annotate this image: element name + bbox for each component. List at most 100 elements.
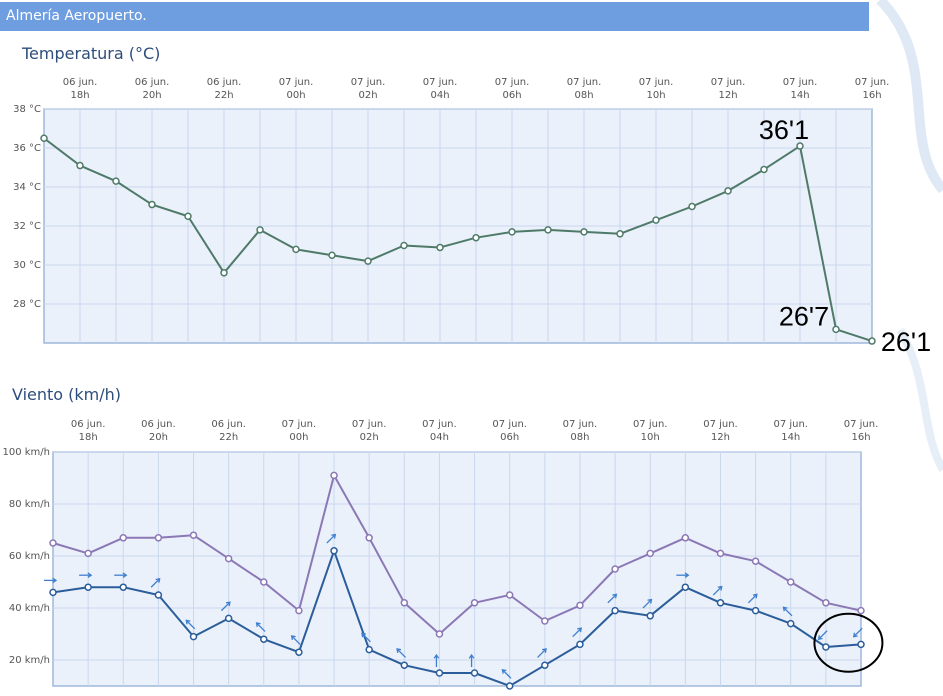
data-point [508, 228, 516, 236]
x-tick-hour: 16h [851, 432, 870, 443]
wind-arrow-head [361, 632, 366, 638]
x-tick-date: 07 jun. [495, 77, 530, 88]
wind-arrow-head [185, 619, 191, 625]
x-tick-hour: 12h [711, 432, 730, 443]
x-tick-hour: 12h [718, 90, 737, 101]
data-point [724, 187, 732, 195]
wind-arrow [185, 619, 196, 630]
data-point [541, 661, 549, 669]
data-point [611, 606, 619, 615]
wind-arrow [468, 653, 475, 667]
wind-arrow [114, 572, 128, 578]
wind-arrow-head [87, 572, 93, 578]
data-point [716, 599, 725, 607]
x-tick-date: 07 jun. [351, 77, 386, 88]
wind-arrow-shaft [185, 619, 196, 630]
wind-arrow [150, 577, 161, 588]
x-tick-date: 07 jun. [423, 77, 458, 88]
wind-arrow [747, 593, 758, 604]
data-point [292, 245, 300, 254]
wind-arrow-head [331, 533, 337, 539]
y-tick-label: 30 °C [13, 260, 41, 271]
x-tick-hour: 04h [430, 90, 449, 101]
data-point [436, 243, 444, 252]
wind-arrow-shaft [256, 622, 266, 632]
x-tick-hour: 08h [574, 90, 593, 101]
data-point [541, 617, 549, 625]
wind-arrow-head [225, 601, 231, 607]
data-point [796, 142, 804, 150]
data-point [112, 177, 120, 185]
wind-arrow-shaft [818, 630, 828, 640]
x-tick-hour: 14h [781, 432, 800, 443]
data-point [576, 640, 584, 649]
wind-arrow [220, 601, 231, 612]
wind-arrow-head [852, 632, 858, 638]
wind-arrow-shaft [501, 669, 512, 679]
x-tick-date: 07 jun. [563, 419, 598, 430]
wind-arrow-head [290, 635, 296, 641]
x-tick-date: 07 jun. [279, 77, 314, 88]
location-title-bar: Almería Aeropuerto. [0, 2, 869, 31]
wind-arrow-shaft [572, 627, 582, 638]
x-tick-date: 06 jun. [135, 77, 170, 88]
x-tick-hour: 04h [430, 432, 449, 443]
data-point [751, 606, 760, 615]
data-point [256, 226, 264, 234]
data-point [295, 606, 303, 615]
data-point [220, 269, 228, 277]
data-point [84, 583, 92, 591]
x-tick-hour: 06h [502, 90, 521, 101]
x-tick-hour: 18h [79, 432, 98, 443]
y-tick-label: 80 km/h [9, 499, 50, 510]
wind-arrow-head [122, 572, 128, 578]
y-tick-label: 100 km/h [2, 447, 50, 458]
wind-arrow-shaft [853, 627, 863, 638]
wind-arrow [607, 593, 618, 604]
wind-arrow [290, 635, 301, 645]
data-point [868, 337, 876, 345]
data-point [49, 588, 57, 597]
series-line-0 [52, 474, 862, 635]
x-tick-date: 07 jun. [422, 419, 457, 430]
data-point [751, 557, 760, 565]
x-tick-hour: 02h [358, 90, 377, 101]
wind-arrow-head [255, 622, 261, 628]
wind-arrow-shaft [783, 606, 793, 617]
wind-arrow-head [782, 606, 788, 612]
x-tick-date: 07 jun. [567, 77, 602, 88]
data-point [189, 632, 198, 641]
x-tick-date: 07 jun. [711, 77, 746, 88]
data-point [365, 645, 373, 654]
wind-arrow-shaft [220, 601, 231, 612]
wind-arrow-shaft [747, 593, 758, 604]
data-point [189, 531, 198, 539]
wind-arrow-shaft [396, 648, 407, 658]
x-tick-hour: 22h [214, 90, 233, 101]
value-annotation: 26'1 [881, 327, 931, 357]
wind-arrow-shaft [150, 578, 161, 588]
wind-arrow-shaft [537, 648, 547, 658]
temperature-chart-title: Temperatura (°C) [22, 44, 161, 63]
data-point [330, 547, 338, 555]
x-tick-date: 07 jun. [783, 77, 818, 88]
data-point [400, 661, 409, 669]
wind-arrow [782, 606, 793, 617]
x-tick-date: 07 jun. [639, 77, 674, 88]
data-point [295, 648, 303, 656]
x-tick-hour: 00h [286, 90, 305, 101]
y-tick-label: 34 °C [13, 182, 41, 193]
data-point [576, 601, 584, 610]
x-tick-date: 07 jun. [844, 419, 879, 430]
data-point [260, 578, 268, 586]
data-point [470, 669, 479, 677]
data-point [435, 630, 444, 638]
wind-arrow [326, 533, 337, 544]
x-tick-date: 07 jun. [703, 419, 738, 430]
wind-arrow [817, 630, 828, 641]
data-point [616, 230, 624, 238]
wind-arrow-head [396, 648, 402, 654]
data-point [646, 549, 654, 558]
